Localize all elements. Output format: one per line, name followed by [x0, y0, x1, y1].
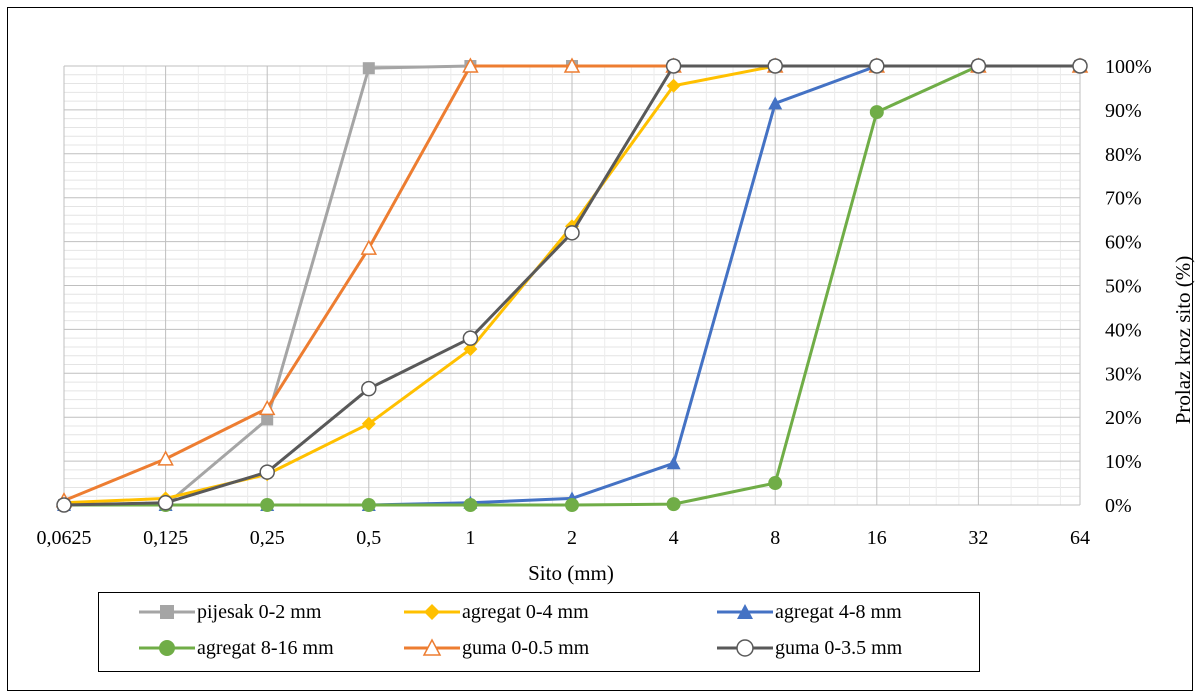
- data-point: [666, 456, 681, 470]
- data-point: [970, 58, 987, 74]
- data-point: [463, 498, 478, 512]
- y-tick-label: 60%: [1105, 232, 1142, 254]
- x-tick-label: 32: [968, 527, 988, 549]
- x-tick-label: 0,125: [143, 527, 188, 549]
- legend: pijesak 0-2 mm agregat 0-4 mm agregat 4-8 …: [98, 592, 980, 672]
- data-point: [768, 96, 783, 110]
- data-point: [261, 413, 274, 426]
- data-point: [565, 498, 579, 512]
- legend-marker: [424, 604, 440, 620]
- y-tick-label: 10%: [1105, 451, 1142, 473]
- legend-swatch: [139, 640, 195, 656]
- series-6: [56, 58, 1088, 513]
- y-tick-label: 0%: [1105, 495, 1132, 517]
- legend-item: pijesak 0-2 mm: [139, 595, 321, 629]
- x-tick-label: 8: [770, 527, 780, 549]
- y-tick-label: 40%: [1105, 319, 1142, 341]
- data-point: [666, 78, 681, 93]
- legend-swatch: [717, 639, 773, 657]
- legend-item: guma 0-0.5 mm: [404, 631, 589, 665]
- data-point: [462, 330, 479, 346]
- legend-item: agregat 0-4 mm: [404, 595, 589, 629]
- data-point: [157, 495, 174, 511]
- legend-label: agregat 8-16 mm: [197, 636, 334, 659]
- legend-swatch: [404, 604, 460, 620]
- data-point: [361, 498, 376, 512]
- legend-label: pijesak 0-2 mm: [197, 600, 322, 623]
- x-tick-label: 0,5: [356, 527, 381, 549]
- x-tick-label: 16: [867, 527, 887, 549]
- major-gridlines: [63, 65, 1081, 506]
- y-axis-title: Prolaz kroz sito (%): [1171, 256, 1195, 425]
- data-point: [362, 62, 375, 75]
- legend-label: agregat 4-8 mm: [775, 600, 902, 623]
- data-point: [462, 57, 479, 73]
- data-point: [1072, 58, 1088, 74]
- legend-item: guma 0-3.5 mm: [717, 631, 902, 665]
- data-point: [56, 497, 72, 513]
- data-point: [869, 58, 885, 74]
- data-point: [767, 58, 783, 74]
- data-point: [157, 450, 174, 466]
- legend-item: agregat 4-8 mm: [717, 595, 902, 629]
- legend-marker: [422, 638, 442, 656]
- data-point: [564, 225, 580, 241]
- data-point: [768, 476, 783, 491]
- legend-swatch: [717, 604, 773, 619]
- x-tick-label: 4: [669, 527, 679, 549]
- y-tick-label: 20%: [1105, 407, 1142, 429]
- x-axis-title: Sito (mm): [528, 561, 614, 585]
- x-tick-label: 2: [567, 527, 577, 549]
- legend-swatch: [139, 605, 195, 619]
- y-tick-label: 50%: [1105, 276, 1142, 298]
- legend-item: agregat 8-16 mm: [139, 631, 334, 665]
- y-tick-label: 80%: [1105, 144, 1142, 166]
- series-layer: [55, 57, 1089, 513]
- data-point: [869, 105, 884, 120]
- legend-marker: [737, 604, 753, 619]
- data-point: [258, 399, 276, 416]
- legend-label: agregat 0-4 mm: [462, 600, 589, 623]
- legend-label: guma 0-0.5 mm: [462, 636, 590, 659]
- data-point: [361, 380, 377, 397]
- data-point: [463, 342, 478, 357]
- chart-frame: [7, 7, 1193, 691]
- y-tick-label: 30%: [1105, 363, 1142, 385]
- y-tick-label: 70%: [1105, 188, 1142, 210]
- data-point: [665, 58, 682, 74]
- legend-marker: [160, 605, 174, 619]
- data-point: [563, 57, 581, 73]
- data-point: [259, 464, 275, 480]
- data-point: [361, 416, 376, 431]
- legend-swatch: [404, 638, 460, 656]
- x-tick-label: 0,0625: [37, 527, 92, 549]
- data-point: [666, 497, 681, 512]
- legend-marker: [736, 639, 754, 657]
- data-point: [260, 498, 275, 512]
- x-tick-label: 64: [1070, 527, 1090, 549]
- y-tick-label: 100%: [1105, 56, 1152, 78]
- data-point: [360, 239, 378, 255]
- x-tick-label: 0,25: [250, 527, 285, 549]
- legend-label: guma 0-3.5 mm: [775, 636, 903, 659]
- y-tick-label: 90%: [1105, 100, 1142, 122]
- x-tick-label: 1: [465, 527, 475, 549]
- x-axis-ticks: 0,0625 0,125 0,25 0,5 1 2 4 8 16 32 64: [37, 527, 1091, 549]
- legend-marker: [159, 640, 175, 656]
- y-axis-ticks: 0% 10% 20% 30% 40% 50% 60% 70% 80% 90% 100%: [1105, 56, 1152, 517]
